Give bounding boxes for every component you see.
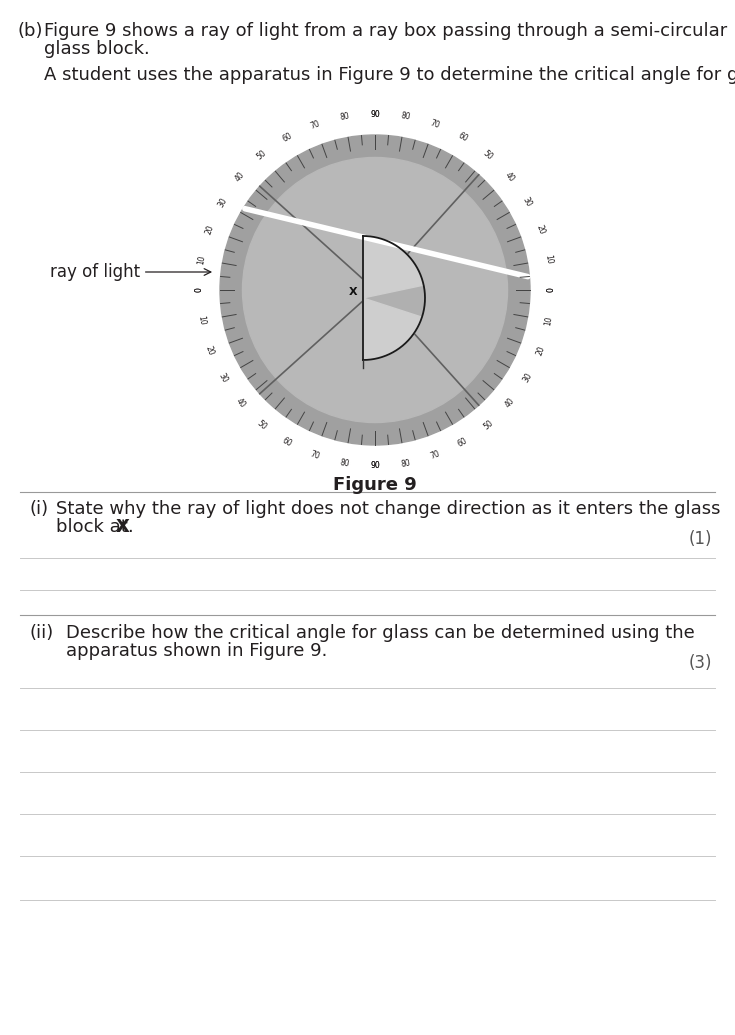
- Text: 40: 40: [503, 396, 517, 410]
- Text: block at: block at: [56, 518, 134, 536]
- Text: 60: 60: [281, 436, 293, 449]
- Text: 0: 0: [546, 288, 556, 293]
- Text: 30: 30: [521, 196, 534, 208]
- Text: apparatus shown in Figure 9.: apparatus shown in Figure 9.: [66, 642, 327, 660]
- Text: 50: 50: [255, 418, 268, 432]
- Text: X: X: [348, 287, 357, 297]
- Text: 0: 0: [195, 288, 204, 293]
- Text: 20: 20: [204, 344, 215, 356]
- Wedge shape: [363, 236, 425, 360]
- Text: glass block.: glass block.: [44, 40, 150, 58]
- Text: 10: 10: [543, 315, 553, 326]
- Text: ray of light: ray of light: [50, 263, 211, 280]
- Text: State why the ray of light does not change direction as it enters the glass: State why the ray of light does not chan…: [56, 500, 720, 518]
- Text: 90: 90: [370, 462, 380, 471]
- Circle shape: [220, 135, 530, 445]
- Text: (i): (i): [30, 500, 49, 518]
- Text: 90: 90: [370, 110, 380, 119]
- Text: 60: 60: [281, 131, 293, 144]
- Text: 30: 30: [216, 196, 229, 208]
- Text: 60: 60: [456, 436, 470, 449]
- Text: 10: 10: [196, 315, 207, 326]
- Text: 40: 40: [234, 171, 247, 183]
- Text: 20: 20: [534, 344, 546, 356]
- Text: 70: 70: [429, 119, 441, 130]
- Text: 70: 70: [309, 449, 321, 462]
- Text: 90: 90: [370, 110, 380, 119]
- Text: 60: 60: [456, 131, 470, 144]
- Text: 20: 20: [534, 224, 546, 236]
- Text: Describe how the critical angle for glass can be determined using the: Describe how the critical angle for glas…: [66, 624, 695, 642]
- Text: 40: 40: [503, 171, 517, 183]
- Text: 0: 0: [546, 288, 556, 293]
- Text: semi-circular glass
block: semi-circular glass block: [315, 364, 470, 439]
- Text: Figure 9 shows a ray of light from a ray box passing through a semi-circular: Figure 9 shows a ray of light from a ray…: [44, 22, 727, 40]
- Text: (b): (b): [18, 22, 43, 40]
- Wedge shape: [363, 236, 423, 298]
- Text: (3): (3): [689, 654, 712, 672]
- Circle shape: [243, 157, 508, 422]
- Text: 0: 0: [195, 288, 204, 293]
- Text: X: X: [116, 518, 130, 536]
- Text: 30: 30: [521, 372, 534, 384]
- Text: Figure 9: Figure 9: [333, 476, 417, 494]
- Text: .: .: [127, 518, 133, 536]
- Text: 20: 20: [204, 224, 215, 236]
- Text: 70: 70: [429, 449, 441, 462]
- Text: (1): (1): [689, 530, 712, 548]
- Text: 70: 70: [309, 119, 321, 130]
- Text: 50: 50: [481, 149, 495, 161]
- Text: 80: 80: [400, 112, 411, 122]
- Text: 80: 80: [400, 457, 411, 469]
- Text: 10: 10: [196, 254, 207, 265]
- Text: 50: 50: [481, 418, 495, 432]
- Text: (ii): (ii): [30, 624, 54, 642]
- Text: A student uses the apparatus in Figure 9 to determine the critical angle for gla: A student uses the apparatus in Figure 9…: [44, 66, 735, 84]
- Text: 10: 10: [543, 254, 553, 265]
- Text: 90: 90: [370, 462, 380, 471]
- Wedge shape: [363, 298, 422, 360]
- Text: 30: 30: [216, 372, 229, 384]
- Text: 50: 50: [255, 149, 268, 161]
- Text: 80: 80: [339, 457, 350, 469]
- Text: 80: 80: [339, 112, 350, 122]
- Text: 40: 40: [234, 396, 247, 410]
